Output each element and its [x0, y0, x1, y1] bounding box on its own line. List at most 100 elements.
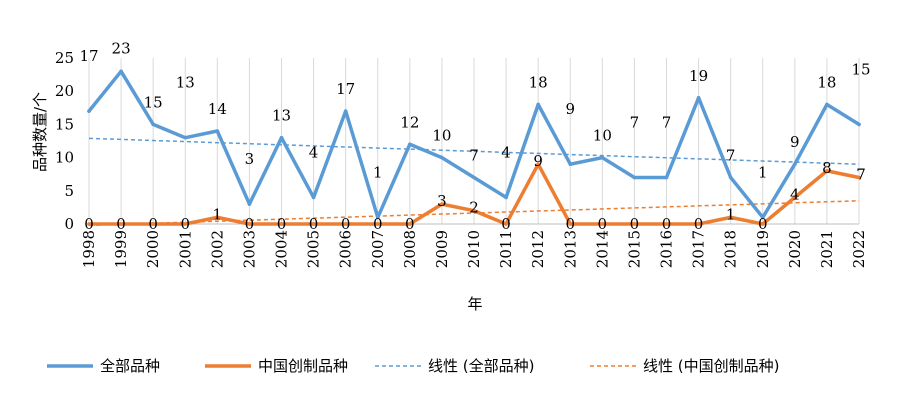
data-point: [825, 169, 829, 173]
x-tick-label: 2009: [433, 230, 451, 268]
data-label-all: 18: [817, 73, 836, 91]
data-label-chinese: 0: [373, 215, 383, 233]
data-point: [440, 202, 444, 206]
x-tick-label: 2011: [497, 230, 515, 268]
data-label-all: 10: [593, 127, 612, 145]
trendline: [88, 200, 860, 227]
data-point: [183, 135, 188, 140]
data-point: [375, 222, 380, 226]
data-label-all: 3: [245, 150, 255, 168]
legend-label: 线性 (中国创制品种): [643, 357, 779, 375]
data-point: [408, 222, 412, 226]
data-label-all: 7: [630, 114, 640, 132]
data-label-chinese: 0: [598, 215, 608, 233]
data-point: [728, 215, 733, 220]
series-lines: [87, 69, 861, 226]
data-label-chinese: 2: [469, 199, 479, 217]
data-label-all: 17: [79, 47, 98, 65]
data-label-all: 9: [790, 133, 800, 151]
data-point: [632, 175, 637, 180]
y-tick-label: 0: [64, 215, 74, 233]
data-label-all: 14: [208, 100, 227, 118]
data-label-chinese: 0: [148, 215, 158, 233]
data-point: [536, 162, 540, 167]
data-point: [408, 142, 412, 147]
data-label-all: 15: [851, 60, 870, 78]
data-point: [472, 175, 476, 180]
data-point: [504, 195, 508, 200]
data-point: [375, 215, 380, 220]
data-label-all: 1: [758, 163, 768, 181]
data-label-all: 7: [469, 147, 479, 165]
data-label-chinese: 0: [405, 215, 415, 233]
x-tick-label: 2021: [818, 230, 836, 268]
x-tick-label: 2000: [144, 230, 162, 268]
data-label-chinese: 9: [533, 152, 543, 170]
data-label-all: 4: [309, 143, 319, 161]
data-label-all: 10: [432, 127, 451, 145]
legend-label: 全部品种: [100, 357, 160, 375]
data-point: [600, 155, 605, 160]
data-label-chinese: 0: [758, 215, 768, 233]
y-tick-label: 5: [64, 182, 74, 200]
data-point: [696, 222, 701, 226]
data-point: [343, 109, 348, 113]
data-point: [311, 222, 316, 226]
data-point: [87, 222, 91, 226]
data-point: [568, 222, 573, 226]
data-label-chinese: 1: [213, 205, 223, 223]
data-point: [215, 215, 220, 220]
data-point: [279, 222, 284, 226]
data-label-chinese: 0: [341, 215, 351, 233]
data-label-chinese: 1: [726, 205, 736, 223]
data-label-all: 4: [501, 143, 511, 161]
x-axis-ticks: 1998 1999 2000 2001 2002 2003 2004 2005 2006 2007…: [80, 230, 868, 268]
x-tick-label: 2016: [658, 230, 676, 268]
data-point: [343, 222, 348, 226]
x-axis-title: 年: [467, 295, 482, 313]
data-label-chinese: 0: [565, 215, 575, 233]
data-point: [151, 122, 155, 127]
data-label-all: 13: [272, 107, 291, 125]
data-point: [632, 222, 637, 226]
legend-label: 中国创制品种: [258, 357, 348, 375]
data-point: [279, 135, 284, 140]
data-point: [760, 222, 765, 226]
data-point: [664, 222, 669, 226]
data-label-all: 12: [400, 113, 419, 131]
x-tick-label: 2012: [529, 230, 547, 268]
x-tick-label: 2020: [786, 230, 804, 268]
data-label-chinese: 7: [856, 166, 866, 184]
data-label-chinese: 0: [116, 215, 126, 233]
data-point: [600, 222, 605, 226]
data-point: [119, 222, 123, 226]
data-point: [568, 162, 573, 167]
trendline: [88, 137, 860, 165]
data-point: [119, 69, 123, 74]
x-tick-label: 2005: [305, 230, 323, 268]
data-point: [825, 102, 829, 107]
data-point: [504, 222, 508, 226]
data-point: [247, 202, 252, 206]
data-label-chinese: 0: [245, 215, 255, 233]
data-label-chinese: 4: [790, 185, 800, 203]
y-tick-label: 10: [55, 149, 74, 167]
data-point: [440, 155, 444, 160]
data-label-all: 18: [529, 73, 548, 91]
x-tick-label: 2019: [754, 230, 772, 268]
data-label-all: 13: [176, 74, 195, 92]
x-tick-label: 2015: [625, 230, 643, 268]
x-tick-label: 2018: [722, 230, 740, 268]
data-point: [247, 222, 252, 226]
data-point: [183, 222, 188, 226]
data-label-chinese: 3: [437, 192, 447, 210]
data-point: [664, 175, 669, 180]
data-label-all: 17: [336, 80, 355, 98]
data-point: [311, 195, 316, 200]
data-label-chinese: 0: [84, 215, 94, 233]
y-axis-ticks: 0 5 10 15 20 25: [55, 49, 74, 233]
x-tick-label: 2003: [240, 230, 258, 268]
data-point: [151, 222, 155, 226]
data-label-all: 19: [689, 67, 708, 85]
